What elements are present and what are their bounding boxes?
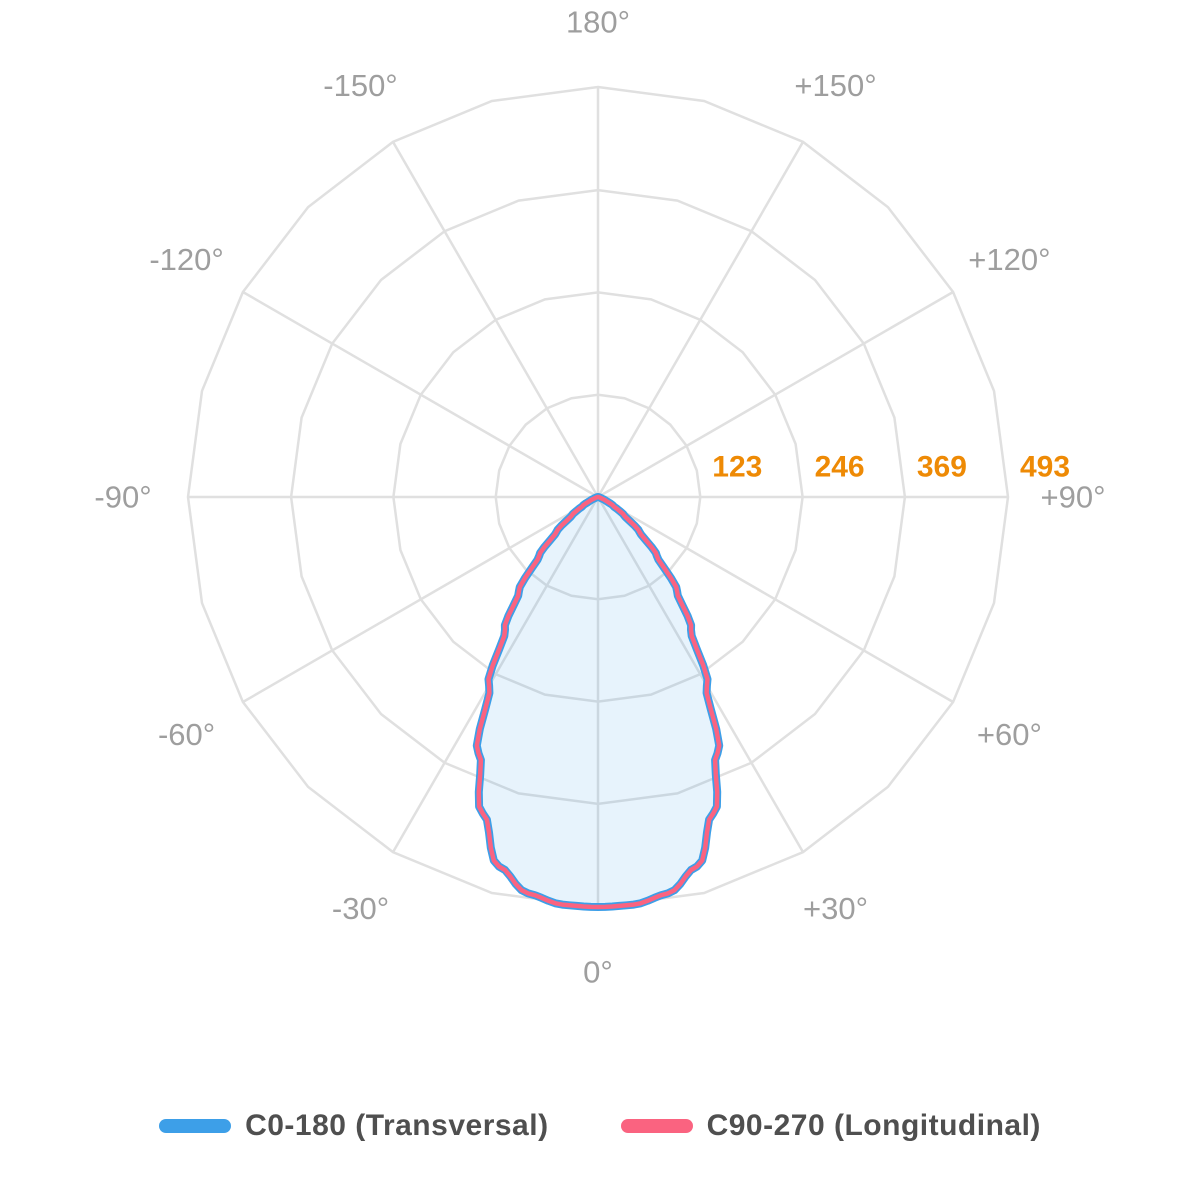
- angle-label: -60°: [158, 717, 215, 752]
- angle-label: +120°: [968, 242, 1050, 277]
- angle-label: -150°: [323, 68, 397, 103]
- grid-ring: [392, 291, 804, 703]
- radial-tick-label: 123: [712, 451, 762, 484]
- angle-label: 0°: [583, 955, 613, 990]
- curve-c90-270-longitudinal: [474, 494, 722, 910]
- angle-label: +60°: [977, 717, 1042, 752]
- grid-ring: [289, 188, 907, 806]
- legend-item-c90-270[interactable]: C90-270 (Longitudinal): [620, 1109, 1041, 1143]
- angle-label: +30°: [803, 891, 868, 926]
- radial-tick-label: 369: [917, 451, 967, 484]
- grid-ring: [494, 393, 702, 601]
- angle-label: +150°: [794, 68, 876, 103]
- legend-swatch-c90-270: [620, 1119, 693, 1133]
- legend-label-c0-180: C0-180 (Transversal): [245, 1109, 549, 1142]
- angle-label: 180°: [566, 5, 630, 40]
- legend-swatch-c0-180: [159, 1119, 232, 1133]
- legend-item-c0-180[interactable]: C0-180 (Transversal): [159, 1109, 549, 1143]
- angle-label: -120°: [149, 242, 223, 277]
- angle-label: +90°: [1041, 480, 1106, 515]
- radial-tick-label: 246: [815, 451, 865, 484]
- angle-label: -90°: [94, 480, 151, 515]
- angle-label: -30°: [332, 891, 389, 926]
- legend-label-c90-270: C90-270 (Longitudinal): [706, 1109, 1041, 1142]
- chart-legend: C0-180 (Transversal) C90-270 (Longitudin…: [0, 1098, 1200, 1154]
- curve-c0-180-transversal: [472, 493, 724, 911]
- radial-tick-label: 493: [1020, 451, 1070, 484]
